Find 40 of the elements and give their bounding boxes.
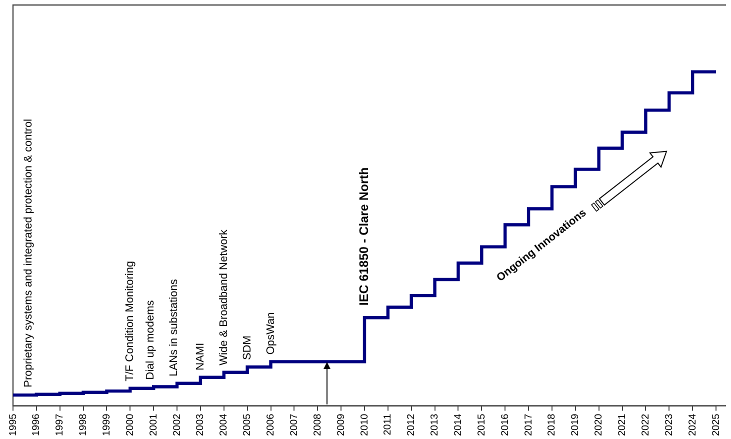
x-tick-label: 2012	[406, 413, 418, 436]
x-tick-label: 2001	[148, 413, 160, 436]
x-tick-label: 2020	[594, 413, 605, 436]
x-tick-label: 2013	[430, 413, 441, 436]
annotation: T/F Condition Monitoring	[124, 260, 136, 382]
x-tick-label: 2010	[359, 413, 370, 436]
x-tick-label: 1996	[31, 413, 42, 436]
x-tick-label: 2006	[266, 413, 277, 436]
x-tick-label: 2024	[687, 413, 698, 436]
x-tick-label: 2008	[312, 413, 324, 436]
x-tick-label: 1998	[78, 413, 90, 436]
x-tick-label: 2007	[288, 413, 300, 436]
x-tick-label: 1999	[101, 413, 112, 436]
x-tick-label: 1995	[8, 413, 19, 436]
annotation: NAMI	[194, 342, 206, 370]
annotation: OpsWan	[264, 312, 277, 355]
x-tick-label: 2005	[242, 413, 254, 436]
x-tick-label: 2000	[124, 413, 136, 436]
x-tick-label: 2023	[664, 413, 675, 436]
annotation: LANs in substations	[168, 278, 180, 376]
x-tick-label: 2003	[195, 413, 206, 436]
x-tick-label: 2017	[523, 413, 534, 436]
x-tick-label: 1997	[54, 413, 66, 436]
x-tick-label: 2019	[570, 413, 582, 436]
x-tick-label: 2021	[617, 413, 628, 436]
annotation: Proprietary systems and integrated protection & control	[22, 118, 34, 388]
x-tick-label: 2009	[336, 413, 347, 436]
x-tick-label: 2016	[500, 413, 511, 436]
annotation: Dial up modems	[144, 300, 157, 380]
x-tick-label: 2011	[382, 413, 394, 436]
x-tick-label: 2022	[640, 413, 652, 436]
x-tick-label: 2004	[218, 413, 230, 436]
x-tick-label: 2002	[172, 413, 183, 436]
annotation: SDM	[241, 336, 254, 360]
x-tick-label: 2018	[546, 413, 558, 436]
annotation: IEC 61850 - Clare North	[356, 167, 371, 306]
annotation: Wide & Broadband Network	[218, 229, 230, 366]
x-tick-label: 2014	[452, 413, 464, 436]
x-tick-label: 2015	[476, 413, 488, 436]
x-tick-label: 2025	[710, 413, 722, 436]
